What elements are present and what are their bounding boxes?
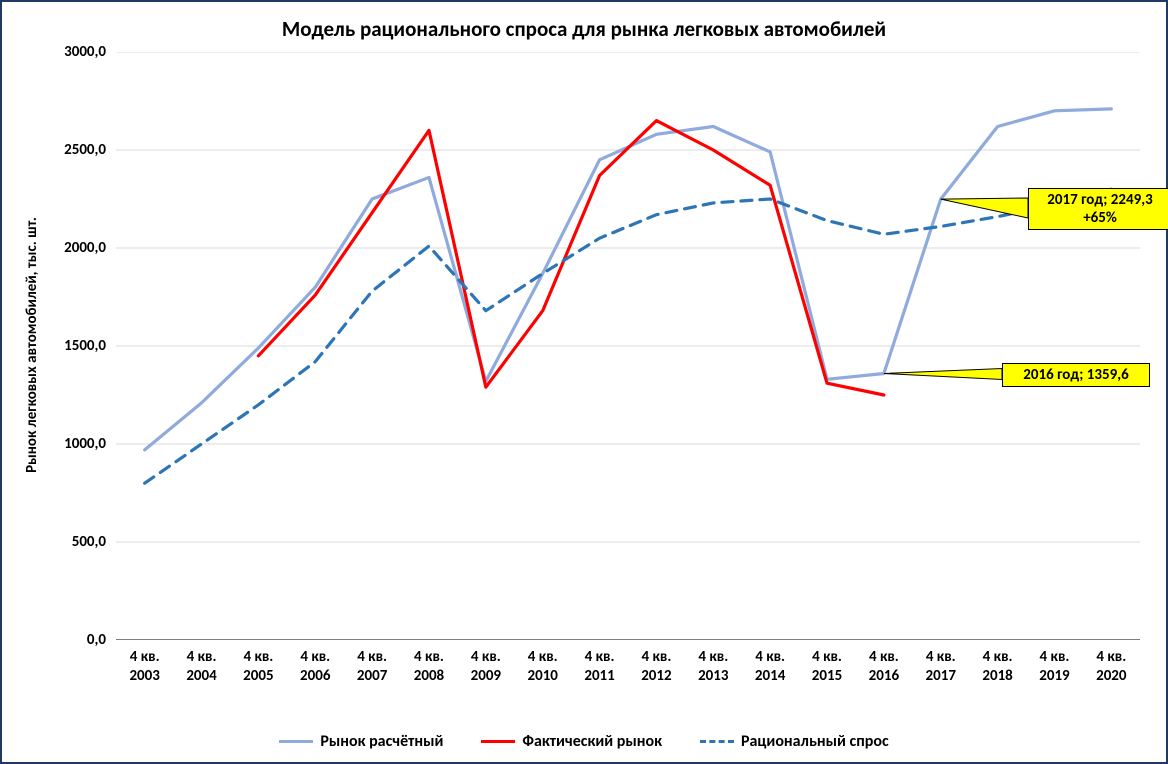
plot-area <box>116 52 1140 640</box>
series-line-1 <box>258 121 883 395</box>
chart-title: Модель рационального спроса для рынка ле… <box>2 16 1166 42</box>
x-tick-label: 4 кв. 2020 <box>1083 648 1139 686</box>
chart-frame: Модель рационального спроса для рынка ле… <box>0 0 1168 764</box>
x-tick-label: 4 кв. 2006 <box>287 648 343 686</box>
y-axis-label: Рынок легковых автомобилей, тыс. шт. <box>23 145 41 545</box>
x-tick-label: 4 кв. 2017 <box>913 648 969 686</box>
x-tick-label: 4 кв. 2010 <box>515 648 571 686</box>
legend-item: Рациональный спрос <box>700 732 889 751</box>
x-tick-label: 4 кв. 2008 <box>401 648 457 686</box>
y-tick-label: 1500,0 <box>64 337 106 355</box>
x-tick-label: 4 кв. 2013 <box>685 648 741 686</box>
x-tick-label: 4 кв. 2007 <box>344 648 400 686</box>
y-tick-label: 0,0 <box>87 631 106 649</box>
y-tick-label: 2500,0 <box>64 141 106 159</box>
legend-item: Рынок расчётный <box>279 732 443 751</box>
legend-item: Фактический рынок <box>481 732 662 751</box>
x-tick-label: 4 кв. 2004 <box>174 648 230 686</box>
y-tick-label: 2000,0 <box>64 239 106 257</box>
legend-label: Рынок расчётный <box>320 732 443 751</box>
legend-label: Фактический рынок <box>522 732 662 751</box>
x-tick-label: 4 кв. 2009 <box>458 648 514 686</box>
x-tick-label: 4 кв. 2003 <box>117 648 173 686</box>
legend-swatch <box>700 740 734 743</box>
x-tick-label: 4 кв. 2019 <box>1026 648 1082 686</box>
y-tick-label: 3000,0 <box>64 43 106 61</box>
x-tick-label: 4 кв. 2015 <box>799 648 855 686</box>
series-line-2 <box>145 189 1112 483</box>
callout: 2017 год; 2249,3 +65% <box>1028 188 1168 230</box>
series-line-0 <box>145 109 1112 450</box>
x-tick-label: 4 кв. 2012 <box>628 648 684 686</box>
y-tick-label: 1000,0 <box>64 435 106 453</box>
x-tick-label: 4 кв. 2018 <box>970 648 1026 686</box>
x-tick-label: 4 кв. 2005 <box>230 648 286 686</box>
legend-swatch <box>481 740 515 743</box>
x-tick-label: 4 кв. 2016 <box>856 648 912 686</box>
y-tick-label: 500,0 <box>72 533 106 551</box>
legend: Рынок расчётный Фактический рынок Рационал… <box>2 732 1166 751</box>
callout-tail-0 <box>941 198 1028 218</box>
legend-label: Рациональный спрос <box>741 732 889 751</box>
x-tick-label: 4 кв. 2014 <box>742 648 798 686</box>
callout: 2016 год; 1359,6 <box>1002 363 1150 387</box>
callout-tail-1 <box>884 369 1002 380</box>
x-tick-label: 4 кв. 2011 <box>572 648 628 686</box>
legend-swatch <box>279 740 313 743</box>
